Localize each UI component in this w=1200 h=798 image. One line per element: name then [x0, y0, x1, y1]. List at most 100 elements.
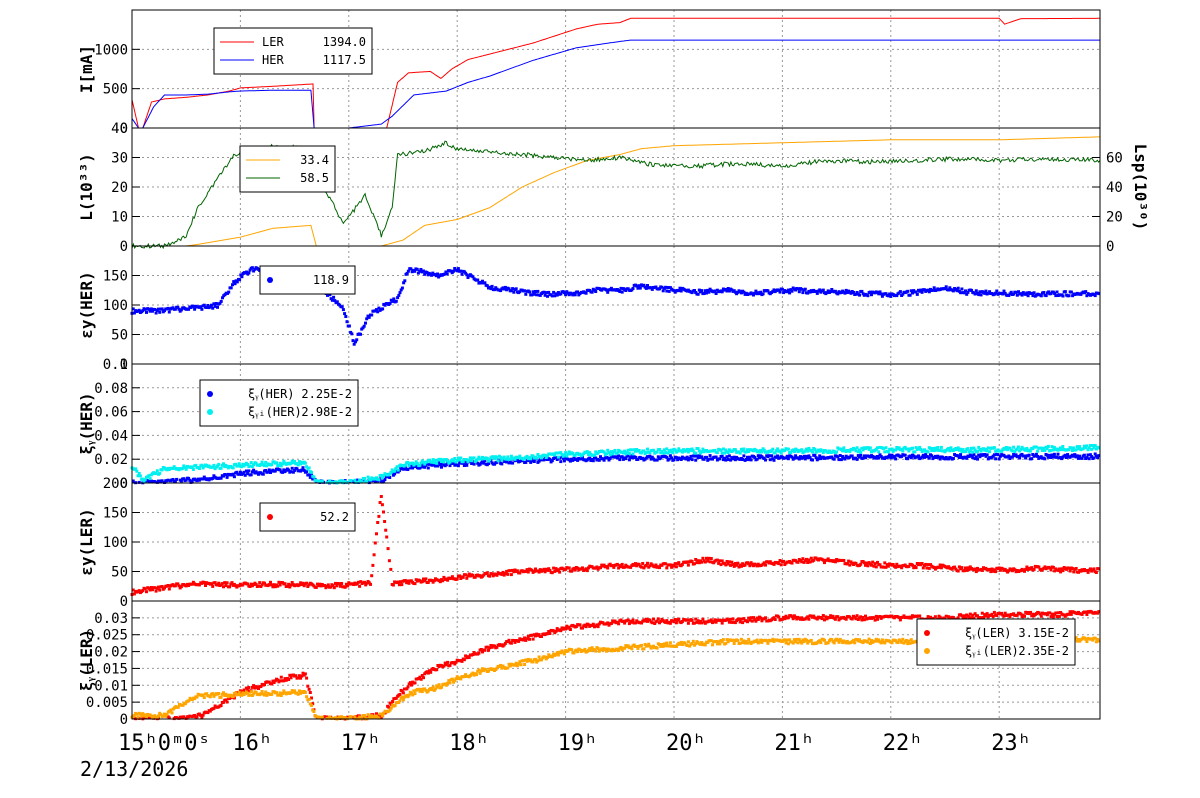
data-point [1004, 446, 1008, 449]
data-point [1045, 447, 1049, 451]
data-point [1030, 614, 1034, 618]
data-point [581, 626, 584, 630]
data-point [843, 457, 847, 461]
data-point [482, 573, 486, 577]
data-point [393, 704, 397, 708]
data-point [823, 618, 826, 622]
data-point [532, 460, 536, 463]
data-point [635, 284, 639, 288]
data-point [366, 475, 370, 479]
data-point [201, 693, 205, 697]
data-point [511, 287, 515, 291]
data-point [259, 685, 263, 688]
data-point [552, 629, 556, 633]
data-point [195, 715, 199, 719]
data-point [311, 702, 315, 706]
data-point [141, 309, 145, 313]
data-point [432, 461, 436, 465]
data-point [733, 448, 737, 452]
data-point [831, 614, 835, 618]
data-point [453, 267, 457, 270]
data-point [630, 454, 634, 458]
data-point [685, 644, 689, 647]
data-point [508, 457, 512, 461]
data-point [528, 459, 531, 463]
data-point [206, 711, 210, 715]
data-point [691, 639, 695, 643]
data-point [490, 645, 494, 649]
data-point [247, 686, 251, 689]
data-point [259, 692, 263, 696]
data-point [325, 480, 329, 484]
data-point [609, 286, 613, 290]
data-point [907, 564, 911, 568]
data-point [590, 290, 594, 294]
data-point [248, 585, 252, 588]
data-point [835, 450, 839, 454]
data-point [464, 673, 468, 677]
data-point [815, 617, 819, 621]
data-point [340, 305, 344, 309]
data-point [240, 275, 244, 279]
data-point [282, 689, 286, 693]
data-point [402, 281, 406, 285]
data-point [772, 288, 776, 292]
data-point [153, 308, 157, 311]
data-point [854, 617, 858, 621]
data-point [542, 290, 546, 294]
data-point [1063, 453, 1067, 457]
data-point [467, 656, 471, 659]
data-point [995, 289, 999, 293]
data-point [534, 567, 537, 571]
data-point [148, 477, 152, 481]
data-point [318, 479, 322, 483]
data-point [1003, 291, 1007, 295]
date-label: 2/13/2026 [80, 757, 188, 781]
data-point [667, 644, 671, 648]
data-point [238, 470, 242, 474]
data-point [892, 454, 896, 458]
data-point [1089, 567, 1092, 571]
data-point [855, 457, 859, 461]
data-point [245, 270, 249, 274]
data-point [393, 469, 397, 473]
data-point [472, 456, 476, 460]
data-point [1080, 456, 1084, 460]
data-point [587, 453, 590, 457]
data-point [296, 676, 300, 680]
data-point [623, 449, 627, 453]
data-point [971, 456, 975, 460]
panel-1-legend [213, 27, 373, 75]
data-point [701, 617, 705, 621]
data-point [699, 642, 702, 646]
data-point [314, 585, 318, 589]
panel-3-series-HER [130, 266, 1101, 346]
data-point [224, 473, 228, 477]
data-point [986, 291, 990, 295]
data-point [747, 637, 751, 641]
data-point [1010, 455, 1014, 459]
data-point [636, 646, 640, 650]
data-point [649, 457, 653, 461]
data-point [436, 272, 439, 276]
data-point [219, 695, 223, 699]
data-point [248, 693, 252, 697]
data-point [726, 451, 730, 455]
data-point [967, 615, 971, 619]
data-point [591, 622, 595, 626]
data-point [400, 695, 404, 699]
data-point [725, 560, 729, 563]
data-point [602, 563, 606, 567]
data-point [220, 692, 224, 696]
data-point [200, 307, 204, 311]
data-point [252, 463, 256, 467]
data-point [493, 288, 496, 292]
data-point [544, 291, 548, 295]
data-point [518, 290, 522, 294]
data-point [455, 577, 459, 581]
data-point [576, 566, 580, 570]
data-point [288, 585, 292, 589]
data-point [241, 691, 245, 695]
data-point [795, 448, 799, 452]
data-point [953, 565, 957, 569]
